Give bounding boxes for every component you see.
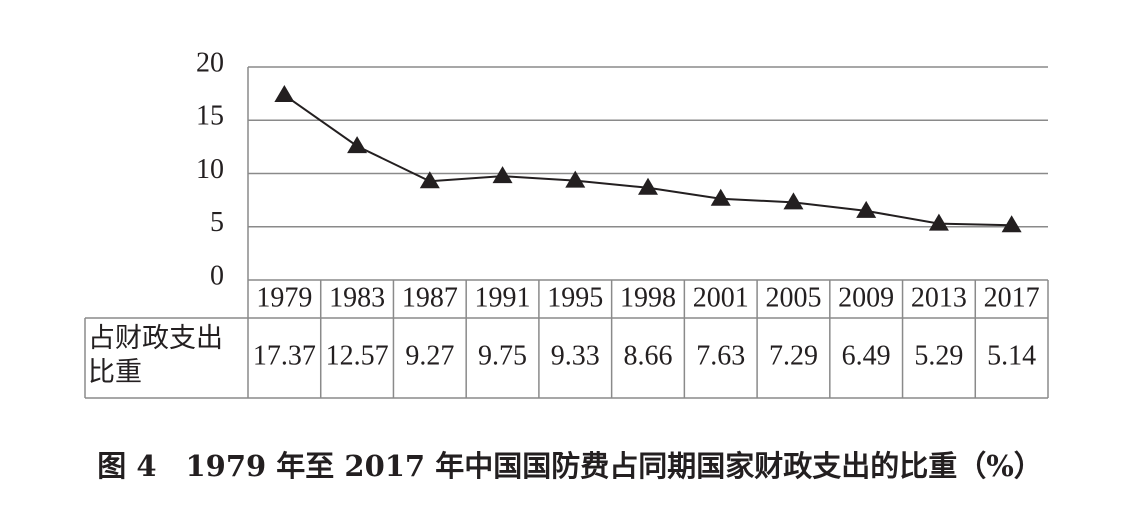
- marker: [638, 177, 658, 195]
- marker: [710, 188, 731, 206]
- row-label-box: 占财政支出比重: [88, 323, 223, 388]
- marker: [492, 166, 513, 184]
- x-tick-label: 2001: [693, 282, 749, 313]
- marker: [928, 213, 949, 231]
- caption: 图 4 1979 年至 2017 年中国国防费占同期国家财政支出的比重（%）: [97, 449, 1043, 483]
- value-label: 12.57: [326, 340, 389, 371]
- marker: [274, 85, 295, 103]
- x-tick-label: 1991: [475, 282, 531, 313]
- row-label: 占财政支出比重: [88, 323, 223, 388]
- value-label: 9.75: [478, 340, 527, 371]
- value-label: 7.63: [696, 340, 745, 371]
- x-tick-label: 1979: [256, 282, 312, 313]
- x-tick-label: 2009: [838, 282, 894, 313]
- y-tick-label: 15: [196, 101, 224, 132]
- x-tick-label: 2013: [911, 282, 967, 313]
- value-label: 9.27: [405, 340, 454, 371]
- marker: [347, 136, 368, 154]
- value-label: 5.29: [914, 340, 963, 371]
- value-label: 5.14: [987, 340, 1036, 371]
- marker: [856, 200, 877, 218]
- marker: [1001, 215, 1022, 233]
- marker: [419, 171, 440, 189]
- value-label: 7.29: [769, 340, 818, 371]
- x-tick-label: 1995: [547, 282, 603, 313]
- marker: [783, 192, 804, 210]
- line: [283, 94, 1012, 227]
- x-tick-label: 2017: [984, 282, 1040, 313]
- x-tick-label: 2005: [765, 282, 821, 313]
- y-tick-label: 20: [196, 47, 224, 78]
- marker: [565, 170, 586, 188]
- value-label: 17.37: [253, 340, 316, 371]
- value-label: 9.33: [551, 340, 600, 371]
- x-tick-label: 1987: [402, 282, 458, 313]
- x-tick-label: 1998: [620, 282, 676, 313]
- y-tick-label: 5: [210, 207, 224, 238]
- y-tick-label: 10: [196, 154, 224, 185]
- y-tick-label: 0: [210, 260, 224, 291]
- value-label: 6.49: [842, 340, 891, 371]
- x-tick-label: 1983: [329, 282, 385, 313]
- value-label: 8.66: [624, 340, 673, 371]
